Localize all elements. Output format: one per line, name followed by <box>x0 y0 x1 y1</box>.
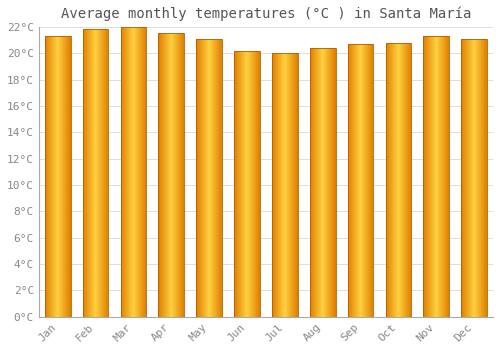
Bar <box>462 38 487 317</box>
Bar <box>158 33 184 317</box>
Title: Average monthly temperatures (°C ) in Santa María: Average monthly temperatures (°C ) in Sa… <box>60 7 471 21</box>
Bar <box>424 36 449 317</box>
Bar <box>45 36 70 317</box>
Bar <box>120 27 146 317</box>
Bar <box>82 29 108 317</box>
Bar <box>196 38 222 317</box>
Bar <box>234 50 260 317</box>
Bar <box>310 48 336 317</box>
Bar <box>386 43 411 317</box>
Bar <box>348 44 374 317</box>
Bar <box>272 53 297 317</box>
